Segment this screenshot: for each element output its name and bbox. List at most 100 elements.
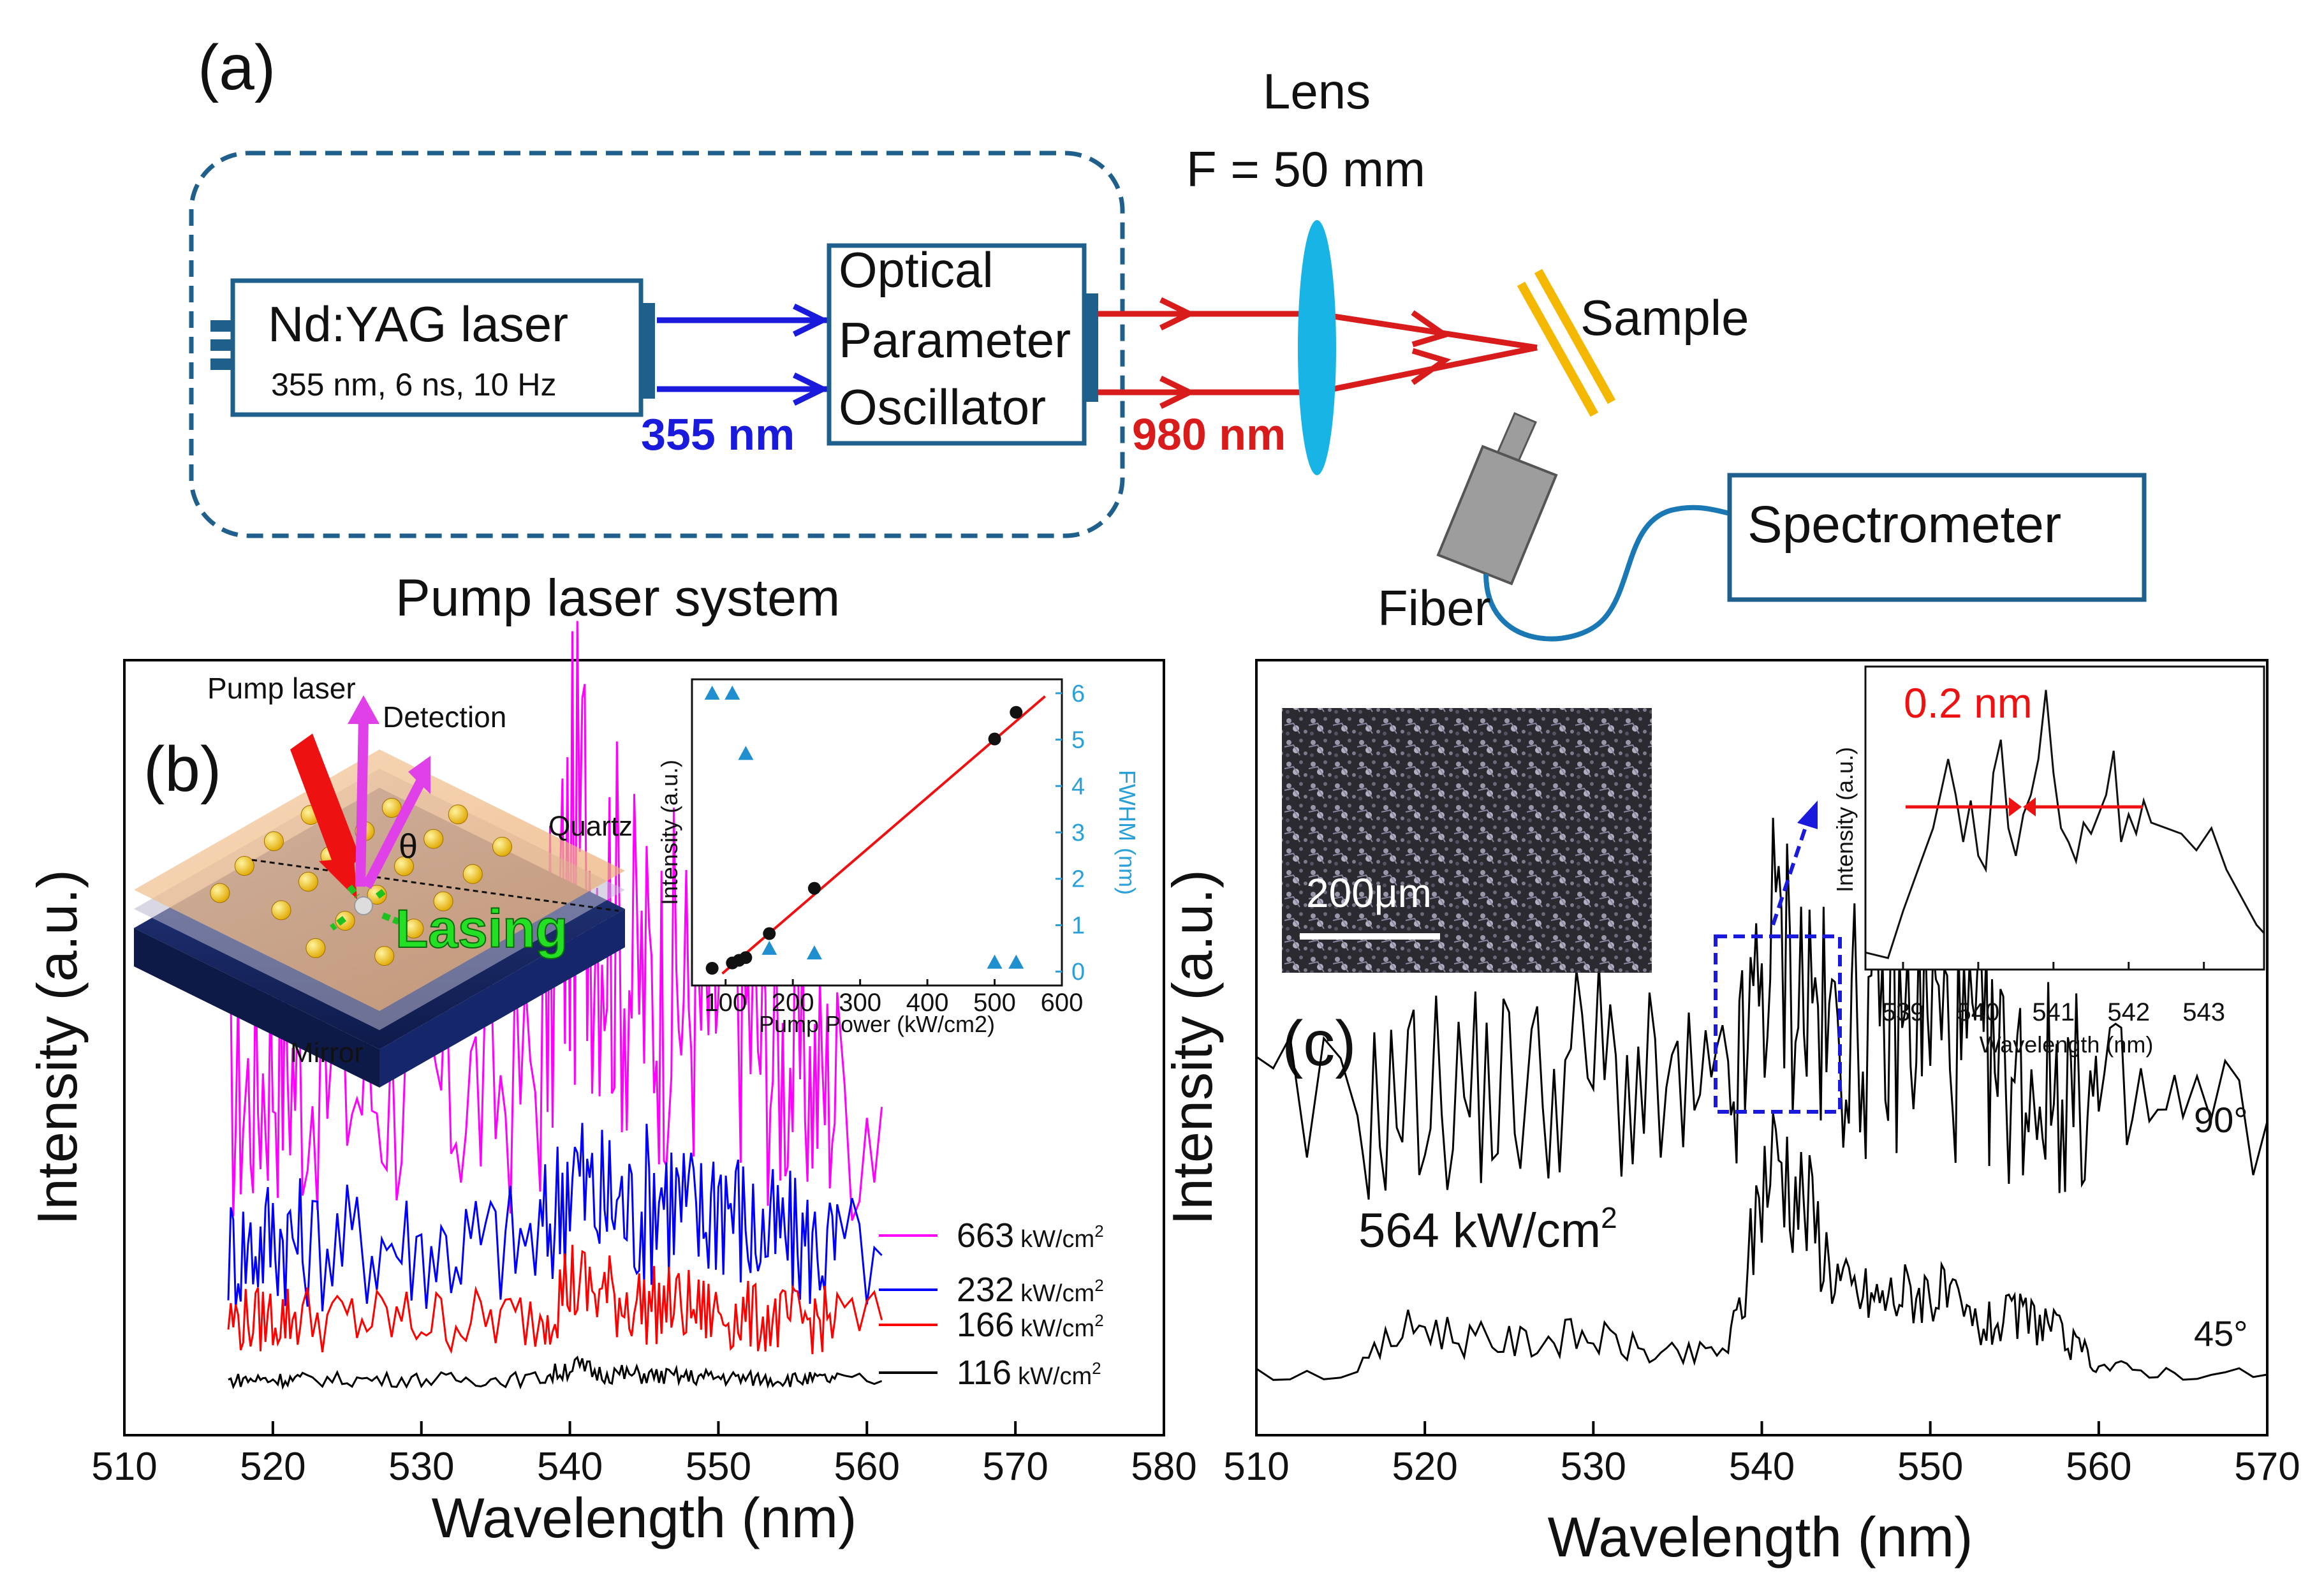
nanoparticle-dot	[298, 871, 318, 892]
b-inset-intensity-point	[739, 951, 753, 964]
nanoparticle-dot	[374, 946, 395, 966]
spectrometer-label: Spectrometer	[1747, 496, 2061, 554]
c-x-axis-title: Wavelength (nm)	[1548, 1505, 1973, 1569]
c-x-tick-label: 550	[1897, 1445, 1963, 1489]
c-inset-xlabel: Wavelength (nm)	[1980, 1031, 2154, 1058]
theta-label: θ	[399, 827, 418, 866]
c-inset-x-tick-label: 540	[1957, 998, 2000, 1026]
b-inset-fwhm-point	[761, 940, 777, 955]
b-inset-x-tick-label: 400	[906, 989, 949, 1017]
b-inset-marks	[704, 685, 1046, 975]
b-legend-value: 663	[957, 1216, 1014, 1255]
c-series-line	[1256, 1113, 2268, 1381]
pump-laser-label: Pump laser	[207, 672, 356, 705]
c-inset-frame	[1864, 665, 2265, 971]
b-legend-value: 232	[957, 1271, 1014, 1309]
b-inset-intensity-point	[705, 962, 719, 975]
b-x-tick-label: 570	[982, 1445, 1048, 1489]
c-series-line	[1256, 818, 2269, 1200]
b-x-tick-label: 530	[388, 1445, 454, 1489]
zoom-box	[1714, 934, 1842, 1114]
nanoparticle-dot	[234, 856, 254, 876]
b-inset-xlabel: Pump Power (kW/cm2)	[759, 1011, 995, 1037]
b-inset-fwhm-point	[806, 945, 822, 960]
b-inset-x-tick-label: 600	[1041, 989, 1084, 1017]
b-x-tick-label: 550	[686, 1445, 751, 1489]
nanoparticle-dot	[462, 864, 483, 884]
b-inset-intensity-point	[763, 927, 776, 940]
b-y-axis-title: Intensity (a.u.)	[26, 869, 89, 1225]
b-legend-entry: 663 kW/cm2	[957, 1216, 1104, 1255]
mirror-label: Mirror	[290, 1037, 364, 1068]
detection-arrow	[355, 717, 369, 887]
uv-beam-label: 355 nm	[641, 410, 795, 459]
opo-line1: Optical	[839, 242, 994, 298]
b-inset-ylabel: Intensity (a.u.)	[656, 760, 682, 905]
b-legend-unit: kW/cm	[1020, 1315, 1094, 1342]
panel-a: (a) Pump laser system Nd:YAG laser 355 n…	[189, 32, 2147, 642]
b-inset-fwhm-point	[738, 746, 754, 760]
b-inset-x-tick-label: 100	[704, 989, 747, 1017]
b-legend-sup: 2	[1092, 1359, 1101, 1378]
c-pump-power-value: 564 kW/cm	[1358, 1204, 1601, 1258]
b-inset-y2-tick-label: 2	[1071, 866, 1085, 893]
nanoparticle-dot	[433, 891, 453, 912]
b-legend-unit: kW/cm	[1018, 1363, 1092, 1390]
c-x-tick-label: 560	[2066, 1445, 2131, 1489]
b-legend-entry: 116 kW/cm2	[957, 1354, 1101, 1392]
b-x-tick-label: 520	[240, 1445, 305, 1489]
b-x-axis: 510 520 530 540 550 560 570 580	[91, 1421, 1197, 1489]
b-inset-intensity-point	[988, 732, 1001, 746]
b-inset-x-tick-label: 300	[839, 989, 881, 1017]
b-legend-value: 166	[957, 1306, 1014, 1344]
c-inset: 539 540 541 542 543 Wavelength (nm) Intensit…	[1832, 665, 2265, 1058]
c-inset-marks	[1865, 690, 2265, 959]
b-x-axis-title: Wavelength (nm)	[432, 1486, 857, 1549]
fiber-label: Fiber	[1378, 580, 1491, 636]
fiber-probe	[1436, 412, 1558, 586]
c-x-axis: 510 520 530 540 550 560 570	[1223, 1421, 2300, 1489]
b-x-tick-label: 510	[91, 1445, 157, 1489]
sample-label: Sample	[1580, 290, 1749, 346]
c-inset-x-tick-label: 543	[2182, 998, 2225, 1026]
nanoparticle-dot	[394, 856, 414, 876]
b-series-line	[227, 1123, 883, 1311]
opo-line3: Oscillator	[839, 379, 1046, 435]
b-schematic: Pump laser Detection θ Quartz Lasing Mir…	[134, 672, 633, 1088]
nanoparticle-dot	[305, 938, 326, 958]
b-x-tick-label: 540	[537, 1445, 603, 1489]
b-inset-y2-tick-label: 3	[1071, 820, 1085, 846]
c-angle-45: 45°	[2194, 1313, 2248, 1354]
c-x-tick-label: 520	[1392, 1445, 1457, 1489]
b-legend-unit: kW/cm	[1020, 1280, 1094, 1307]
fwhm-note: 0.2 nm	[1904, 679, 2033, 727]
b-inset-y2-tick-label: 4	[1071, 773, 1085, 800]
b-series-line	[228, 1355, 883, 1391]
lens-label: Lens	[1263, 63, 1371, 119]
c-spectra	[1256, 818, 2269, 1381]
micrograph: 200μm	[1282, 708, 1652, 973]
lens-focal-label: F = 50 mm	[1186, 141, 1425, 197]
b-x-tick-label: 580	[1131, 1445, 1196, 1489]
b-inset-intensity-point	[807, 882, 821, 895]
b-inset-x-tick-label: 500	[973, 989, 1016, 1017]
pump-system-dashed-box	[189, 151, 1125, 538]
c-inset-x-tick-label: 542	[2107, 998, 2150, 1026]
b-inset-fwhm-point	[1008, 954, 1024, 969]
b-inset-intensity-point	[1010, 705, 1023, 719]
sample	[1517, 269, 1616, 417]
b-inset-y2-tick-label: 5	[1071, 727, 1085, 754]
ir-beam-label: 980 nm	[1132, 410, 1286, 459]
panel-b: (b) 510 520 530 540 550 560 570 580 Wavelength …	[26, 621, 1197, 1549]
c-pump-power: 564 kW/cm2	[1358, 1201, 1617, 1258]
detection-label: Detection	[383, 700, 506, 734]
panel-c: (c) 510 520 530 540 550 560 570 Wavelength (nm…	[1161, 659, 2300, 1569]
b-inset-fwhm-point	[724, 685, 740, 700]
nd-yag-title: Nd:YAG laser	[268, 296, 568, 352]
spectrometer-box	[1727, 473, 2147, 602]
c-inset-x-tick-label: 539	[1882, 998, 1925, 1026]
nanoparticle-dot	[492, 836, 512, 857]
b-legend-unit: kW/cm	[1020, 1226, 1094, 1253]
b-legend-sup: 2	[1094, 1311, 1103, 1330]
